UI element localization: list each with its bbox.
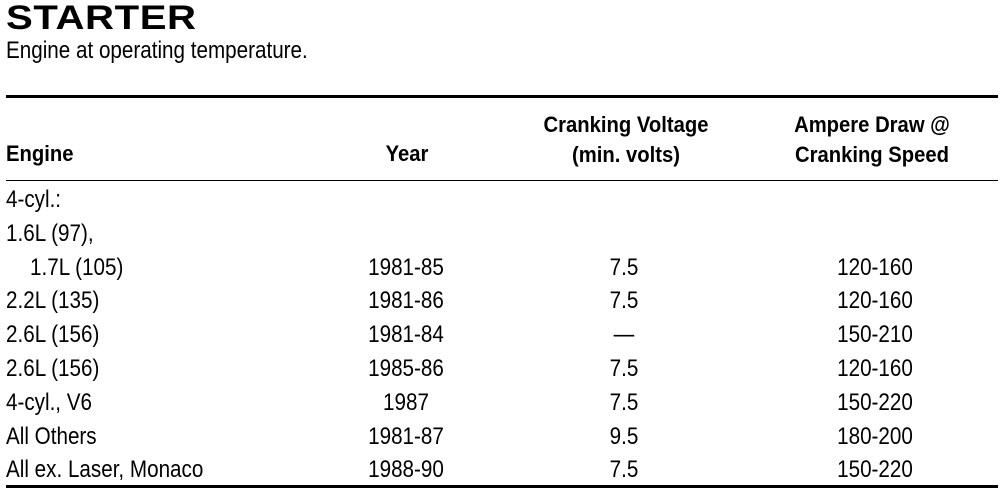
cell-amperes: 180-200: [837, 422, 913, 450]
column-header-engine: Engine: [6, 139, 73, 169]
cell-year: 1988-90: [368, 456, 444, 484]
cell-engine: 4-cyl., V6: [6, 388, 93, 416]
column-header-ampere-line2: Cranking Speed: [794, 142, 950, 167]
cell-voltage: 7.5: [609, 354, 639, 382]
column-header-ampere-draw: Ampere Draw @ Cranking Speed: [762, 110, 983, 170]
table-bottom-rule: [6, 485, 998, 488]
cell-year: 1981-85: [368, 253, 444, 281]
cell-engine: 2.2L (135): [6, 287, 100, 315]
table-row: 4-cyl.:: [0, 183, 1008, 217]
cell-voltage: 7.5: [609, 253, 639, 281]
cell-voltage: 7.5: [609, 388, 639, 416]
column-header-year: Year: [366, 139, 449, 169]
cell-engine: 1.6L (97),: [6, 219, 94, 247]
column-header-engine-label: Engine: [6, 141, 74, 166]
cell-amperes: 150-220: [837, 456, 913, 484]
table-row: All ex. Laser, Monaco 1988-90 7.5 150-22…: [0, 453, 1008, 487]
cell-amperes: 120-160: [837, 287, 913, 315]
cell-year: 1985-86: [368, 354, 444, 382]
cell-amperes: 120-160: [837, 354, 913, 382]
cell-engine: All ex. Laser, Monaco: [6, 456, 204, 484]
column-header-cranking-voltage: Cranking Voltage (min. volts): [521, 110, 731, 170]
column-header-ampere-line1: Ampere Draw @: [794, 112, 950, 137]
table-body: 4-cyl.: 1.6L (97), 1.7L (105) 1981-85 7.…: [0, 183, 1008, 487]
cell-engine: 2.6L (156): [6, 354, 100, 382]
table-row: 1.7L (105) 1981-85 7.5 120-160: [0, 251, 1008, 285]
cell-engine: 1.7L (105): [30, 253, 124, 281]
table-top-rule: [6, 95, 998, 98]
column-header-year-label: Year: [385, 141, 429, 166]
cell-year: 1981-84: [368, 321, 444, 349]
table-row: 2.2L (135) 1981-86 7.5 120-160: [0, 284, 1008, 318]
cell-year: 1987: [383, 388, 429, 416]
table-row: 1.6L (97),: [0, 217, 1008, 251]
column-header-voltage-line1: Cranking Voltage: [543, 112, 709, 137]
cell-engine: 2.6L (156): [6, 321, 100, 349]
cell-voltage: 7.5: [609, 287, 639, 315]
table-row: 2.6L (156) 1981-84 — 150-210: [0, 318, 1008, 352]
cell-amperes: 120-160: [837, 253, 913, 281]
table-header-rule: [6, 180, 998, 181]
cell-year: 1981-86: [368, 287, 444, 315]
cell-engine: All Others: [6, 422, 97, 450]
cell-voltage: 9.5: [609, 422, 639, 450]
cell-year: 1981-87: [368, 422, 444, 450]
cell-voltage: —: [613, 321, 635, 349]
page-subtitle: Engine at operating temperature.: [6, 37, 308, 64]
column-header-voltage-line2: (min. volts): [572, 142, 680, 167]
table-row: All Others 1981-87 9.5 180-200: [0, 420, 1008, 454]
cell-voltage: 7.5: [609, 456, 639, 484]
page-title: STARTER: [6, 0, 197, 37]
table-row: 4-cyl., V6 1987 7.5 150-220: [0, 386, 1008, 420]
table-row: 2.6L (156) 1985-86 7.5 120-160: [0, 352, 1008, 386]
cell-amperes: 150-220: [837, 388, 913, 416]
cell-amperes: 150-210: [837, 321, 913, 349]
cell-engine: 4-cyl.:: [6, 186, 62, 213]
